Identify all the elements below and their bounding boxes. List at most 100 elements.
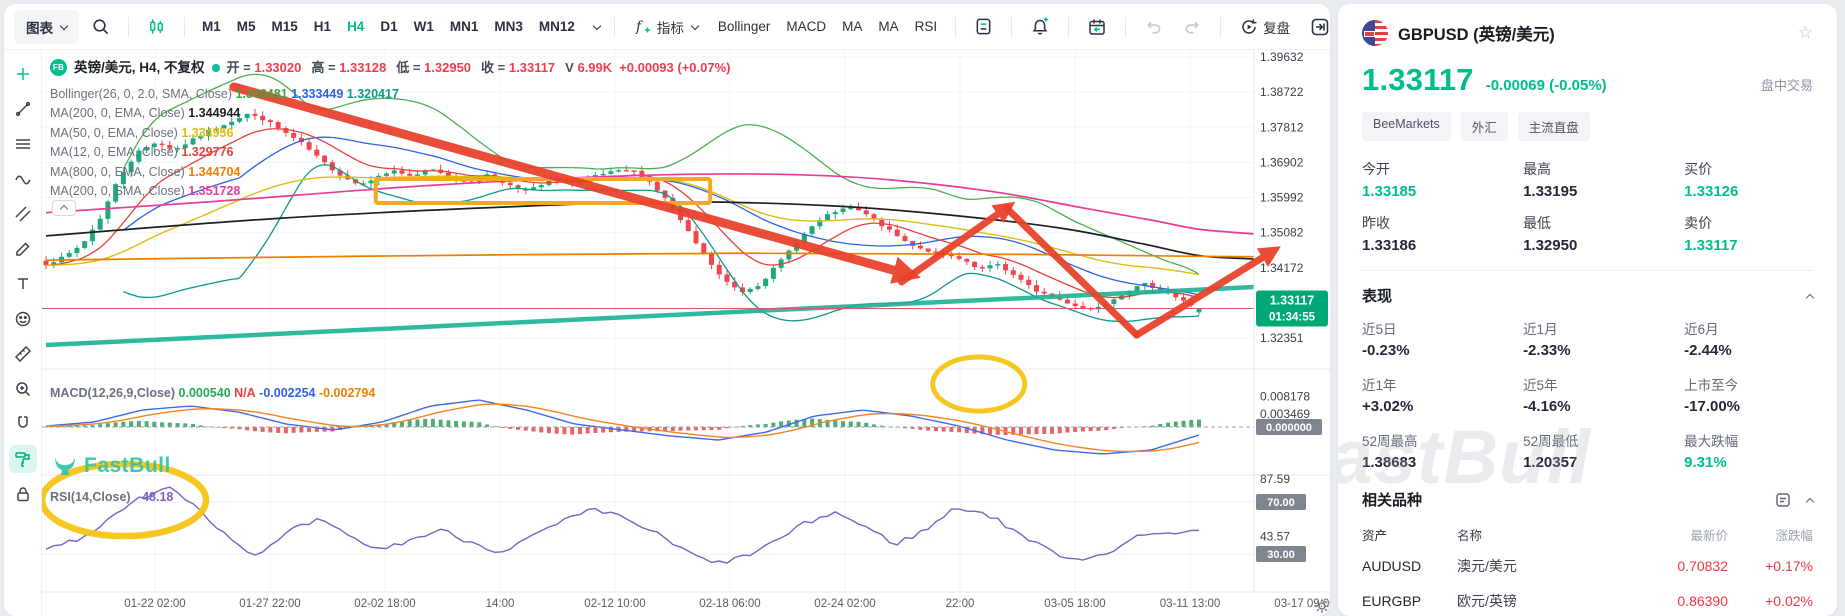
ohlc-item: 高 = 1.33128 [311, 60, 387, 75]
horizontal-lines-icon [15, 139, 30, 149]
layout-button[interactable] [966, 11, 1001, 42]
redo-icon [1183, 17, 1202, 36]
chart-area[interactable]: 1.39632 1.38722 1.37812 1.36902 1.35992 1.350… [42, 50, 1330, 616]
chart-type-button[interactable]: 图表 [14, 9, 79, 44]
indicator-legend-row[interactable]: MA(12, 0, EMA, Close) 1.329776 [50, 145, 234, 159]
chevron-up-icon [59, 204, 69, 214]
quick-indicator-macd[interactable]: MACD [778, 13, 834, 40]
indicator-legend-row[interactable]: MA(50, 0, EMA, Close) 1.334956 [50, 125, 234, 140]
drawing-tool-rail [4, 50, 42, 616]
svg-text:01-22 02:00: 01-22 02:00 [124, 598, 185, 610]
quick-indicator-ma[interactable]: MA [870, 13, 906, 40]
indicators-button[interactable]: f 指标 [625, 11, 706, 43]
timeframe-h1[interactable]: H1 [307, 13, 338, 40]
indicator-legend-row[interactable]: MA(200, 0, SMA, Close) 1.351728 [50, 184, 241, 198]
chevron-down-icon [592, 21, 602, 30]
timeframe-group: M1 M5 M15 H1 H4 D1 W1 MN1 MN3 MN12 [195, 13, 582, 40]
perf-52周最低: 52周最低 1.20357 [1523, 434, 1579, 471]
svg-text:1.38722: 1.38722 [1260, 85, 1304, 99]
indicator-collapse-button[interactable] [52, 200, 76, 216]
tool-zoom-in-button[interactable] [9, 375, 37, 403]
search-button[interactable] [83, 11, 118, 42]
indicator-legend-row[interactable]: Bollinger(26, 0, 2.0, SMA, Close) 1.3464… [50, 86, 399, 101]
zoom-in-icon [15, 382, 30, 397]
tool-text-button[interactable] [9, 270, 37, 298]
axis-settings-gear-icon[interactable] [1315, 599, 1329, 613]
replay-button[interactable]: 复盘 [1231, 11, 1298, 43]
tool-magnet-button[interactable] [9, 410, 37, 438]
rsi-legend: RSI(14,Close) 48.18 [50, 490, 173, 504]
collapse-right-icon [1310, 17, 1330, 37]
indicator-legend-row[interactable]: MA(200, 0, EMA, Close) 1.344944 [50, 106, 241, 120]
timeframe-m1[interactable]: M1 [195, 13, 228, 40]
divider [1125, 16, 1127, 37]
divider [1220, 16, 1222, 37]
undo-button[interactable] [1136, 11, 1171, 42]
alert-button[interactable] [1022, 11, 1058, 43]
performance-grid: 近5日 -0.23% 近1月 -2.33% 近6月 -2.44% 近1年 +3.02% 近5年 -… [1362, 318, 1813, 471]
chart-legend: FB 英镑/美元, H4, 不复权 开 = 1.33020 高 = 1.33128… [50, 58, 730, 202]
current-price-badge: 1.33117 01:34:55 [1256, 290, 1328, 327]
tag-外汇[interactable]: 外汇 [1460, 112, 1508, 141]
timeframe-mn3[interactable]: MN3 [487, 13, 530, 40]
svg-text:43.57: 43.57 [1260, 529, 1290, 543]
chevron-up-icon[interactable] [1805, 293, 1815, 302]
timeframe-mn12[interactable]: MN12 [532, 13, 582, 40]
candle-style-button[interactable] [139, 11, 174, 42]
tool-emoji-button[interactable] [9, 305, 37, 333]
tool-ruler-button[interactable] [9, 340, 37, 368]
tool-trend-line-button[interactable] [9, 95, 37, 123]
indicators-label: 指标 [656, 20, 684, 36]
svg-text:1.33117: 1.33117 [1270, 294, 1315, 308]
tool-horizontal-lines-button[interactable] [9, 130, 37, 158]
paint-icon [14, 452, 30, 467]
quick-indicator-rsi[interactable]: RSI [907, 13, 946, 40]
price-chart[interactable]: 1.39632 1.38722 1.37812 1.36902 1.35992 1.350… [42, 50, 1330, 616]
svg-text:1.39632: 1.39632 [1260, 50, 1304, 64]
magnet-icon [17, 416, 28, 428]
related-title: 相关品种 [1362, 492, 1423, 509]
timeframe-h4[interactable]: H4 [340, 13, 371, 40]
related-list-icon[interactable] [1775, 492, 1791, 508]
replay-label: 复盘 [1263, 20, 1291, 36]
related-row-EURGBP[interactable]: EURGBP 欧元/英镑 0.86390 +0.02% [1362, 592, 1813, 609]
annotation-rectangle [373, 177, 713, 205]
tool-lock-button[interactable] [9, 480, 37, 508]
related-row-AUDUSD[interactable]: AUDUSD 澳元/美元 0.70832 +0.17% [1362, 557, 1813, 574]
calendar-button[interactable] [1079, 11, 1115, 43]
svg-text:01-27 22:00: 01-27 22:00 [239, 598, 300, 610]
tool-pencil-button[interactable] [9, 235, 37, 263]
chevron-down-icon [59, 21, 69, 30]
macd-name: MACD(12,26,9,Close) [50, 386, 176, 400]
trend-line-icon [15, 101, 30, 117]
quick-indicator-ma[interactable]: MA [834, 13, 870, 40]
timeframe-d1[interactable]: D1 [373, 13, 404, 40]
text-icon [17, 278, 28, 289]
timeframe-m5[interactable]: M5 [230, 13, 263, 40]
timeframe-m15[interactable]: M15 [265, 13, 305, 40]
tool-wave-button[interactable] [9, 165, 37, 193]
indicator-legend-row[interactable]: MA(800, 0, EMA, Close) 1.344704 [50, 164, 241, 179]
tag-主流直盘[interactable]: 主流直盘 [1517, 112, 1590, 141]
collapse-panel-button[interactable] [1302, 11, 1330, 43]
redo-button[interactable] [1175, 11, 1210, 42]
tag-BeeMarkets[interactable]: BeeMarkets [1362, 112, 1451, 141]
timeframe-more-button[interactable] [586, 19, 604, 35]
tool-paint-button[interactable] [8, 445, 37, 473]
session-status: 盘中交易 [1760, 78, 1813, 93]
svg-text:1.36902: 1.36902 [1260, 155, 1304, 169]
tool-channel-button[interactable] [9, 200, 37, 228]
annotation-ellipse-macd [930, 354, 1028, 414]
ohlc-item: V 6.99K [565, 60, 613, 75]
timeframe-mn1[interactable]: MN1 [443, 13, 486, 40]
ohlc-item: 收 = 1.33117 [481, 60, 556, 75]
favorite-star-icon[interactable]: ☆ [1797, 23, 1813, 42]
perf-近6月: 近6月 -2.44% [1684, 322, 1732, 359]
timeframe-w1[interactable]: W1 [407, 13, 441, 40]
tool-add-button[interactable] [9, 60, 37, 88]
quick-indicator-bollinger[interactable]: Bollinger [710, 13, 779, 40]
stat-昨收: 昨收 1.33186 [1362, 215, 1417, 254]
svg-text:1.34172: 1.34172 [1260, 261, 1304, 275]
ruler-icon [14, 345, 31, 363]
chevron-up-icon[interactable] [1805, 497, 1815, 506]
